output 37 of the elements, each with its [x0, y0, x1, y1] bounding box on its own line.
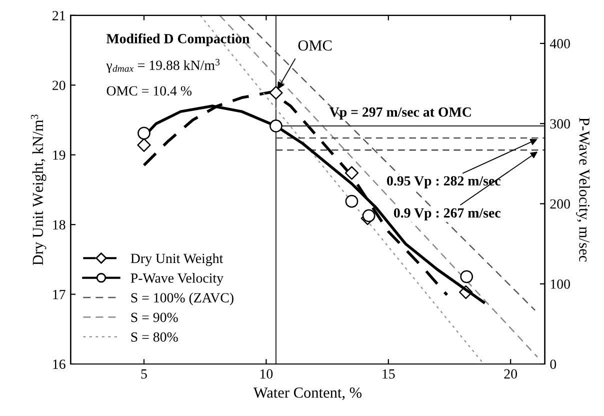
x-tick-label: 10 [260, 369, 273, 379]
point [269, 86, 283, 100]
y-tick-label: 21 [52, 11, 65, 20]
point [362, 209, 376, 222]
y-tick-label: 20 [52, 80, 66, 90]
y2-tick-label: 300 [550, 119, 570, 129]
legend-label: P-Wave Velocity [130, 273, 224, 286]
legend-label: S = 100% (ZAVC) [131, 292, 234, 306]
y2-tick-label: 100 [550, 279, 570, 289]
x-axis-title: Water Content, % [253, 387, 362, 400]
point [138, 126, 150, 140]
annotation: Modified D Compaction [106, 33, 250, 46]
x-tick-label: 15 [382, 369, 395, 379]
ref-line-label: 0.9 Vp : 267 m/sec [394, 208, 500, 220]
legend-label: S = 80% [131, 332, 178, 342]
y-tick-label: 19 [53, 150, 66, 160]
y2-axis-title: P-Wave Velocity, m/sec [576, 118, 590, 262]
point [270, 120, 282, 132]
x-tick-label: 5 [141, 369, 147, 379]
y2-tick-label: 400 [550, 39, 570, 48]
y-axis-title: Dry Unit Weight, kN/m$^{3}$ [30, 114, 46, 266]
y-tick-label: 18 [53, 220, 66, 230]
annotation: γ$_{dmax}$ = 19.88 kN/m$^{3}$ [106, 58, 220, 73]
annotation: OMC = 10.4 % [106, 86, 192, 96]
x-tick-label: 20 [504, 369, 518, 379]
y-tick-label: 16 [53, 360, 66, 369]
y2-tick-label: 0 [550, 360, 556, 369]
y-tick-label: 17 [53, 290, 66, 300]
legend-label: Dry Unit Weight [130, 253, 224, 266]
annotation: OMC [298, 40, 332, 51]
point [345, 194, 358, 208]
legend-label: S = 90% [131, 312, 178, 322]
point [137, 138, 151, 152]
point [460, 270, 474, 284]
point [344, 166, 359, 180]
y2-tick-label: 200 [550, 199, 570, 209]
ref-line-label: Vp = 297 m/sec at OMC [329, 107, 471, 120]
